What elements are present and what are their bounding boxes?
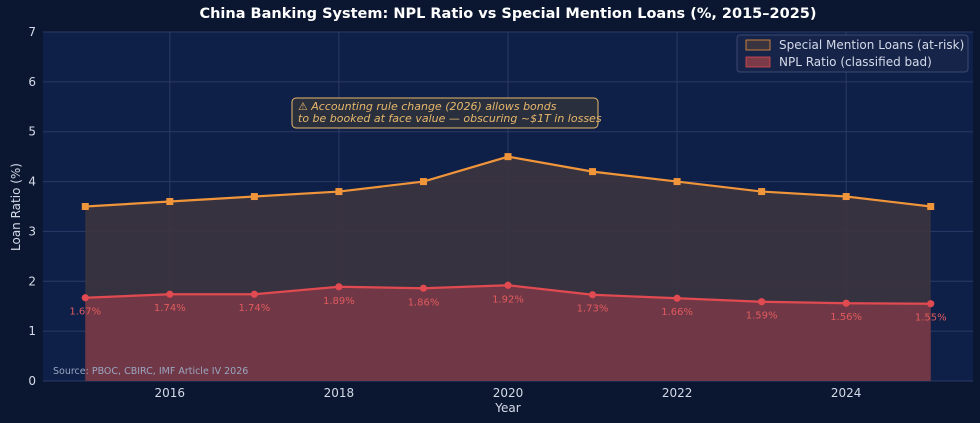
marker-series-0-2019	[419, 178, 427, 186]
y-tick-label-3: 3	[28, 224, 36, 238]
marker-series-1-2021	[588, 291, 597, 299]
data-label-2019: 1.86%	[408, 297, 440, 308]
y-tick-label-4: 4	[28, 175, 36, 189]
marker-series-0-2021	[589, 168, 597, 176]
legend-swatch-special-mention	[745, 39, 771, 51]
marker-series-1-2016	[166, 290, 174, 298]
marker-series-0-2020	[504, 153, 512, 161]
data-label-2016: 1.74%	[154, 303, 186, 314]
y-tick-label-6: 6	[28, 75, 36, 89]
marker-series-1-2017	[250, 290, 258, 298]
data-label-2021: 1.73%	[577, 304, 609, 315]
tick-layer: 0 1 2 3 4 5 6 7 2016 2018 2020 2022 2024	[28, 25, 861, 400]
marker-series-1-2023	[758, 298, 766, 306]
x-tick-label-2024: 2024	[831, 386, 862, 400]
legend-label-npl: NPL Ratio (classified bad)	[779, 55, 932, 69]
y-tick-label-0: 0	[28, 374, 36, 388]
data-label-2024: 1.56%	[830, 312, 862, 323]
x-axis-label: Year	[494, 401, 520, 415]
source-note: Source: PBOC, CBIRC, IMF Article IV 2026	[53, 366, 248, 377]
marker-series-1-2022	[673, 294, 681, 302]
x-tick-label-2016: 2016	[155, 386, 186, 400]
marker-series-0-2018	[335, 188, 343, 196]
y-tick-label-5: 5	[28, 125, 36, 139]
y-tick-label-7: 7	[28, 25, 36, 39]
y-axis-label: Loan Ratio (%)	[9, 163, 23, 251]
annotation-box: ⚠ Accounting rule change (2026) allows b…	[291, 97, 602, 129]
legend-swatch-npl	[745, 56, 771, 68]
legend: Special Mention Loans (at-risk) NPL Rati…	[736, 34, 969, 73]
marker-series-0-2024	[842, 193, 850, 201]
annotation-line-2: to be booked at face value — obscuring ~…	[298, 112, 602, 125]
y-tick-label-2: 2	[28, 274, 36, 288]
chart-title: China Banking System: NPL Ratio vs Speci…	[199, 6, 816, 22]
data-label-2015: 1.67%	[69, 307, 101, 318]
area-series-1	[85, 285, 931, 381]
data-label-2018: 1.89%	[323, 296, 355, 307]
marker-series-1-2024	[842, 299, 850, 307]
marker-series-1-2015	[81, 294, 89, 302]
annotation-frame	[291, 97, 599, 129]
x-tick-label-2020: 2020	[493, 386, 524, 400]
marker-layer	[81, 153, 935, 308]
marker-series-0-2015	[81, 203, 89, 210]
marker-series-0-2025	[927, 203, 935, 210]
y-tick-label-1: 1	[28, 324, 36, 338]
x-tick-label-2022: 2022	[662, 386, 693, 400]
data-label-2020: 1.92%	[492, 294, 524, 305]
label-layer: 1.67% 1.74% 1.74% 1.89% 1.86% 1.92% 1.73% 1.66%…	[69, 294, 946, 323]
data-label-2022: 1.66%	[661, 307, 693, 318]
annotation-line-1: ⚠ Accounting rule change (2026) allows b…	[298, 100, 557, 113]
legend-frame	[736, 34, 969, 73]
marker-series-0-2022	[673, 178, 681, 186]
marker-series-1-2018	[335, 283, 343, 291]
data-label-2023: 1.59%	[746, 311, 778, 322]
marker-series-1-2020	[504, 281, 512, 289]
marker-series-1-2025	[927, 300, 935, 308]
data-label-2017: 1.74%	[238, 303, 270, 314]
x-tick-label-2018: 2018	[324, 386, 355, 400]
marker-series-1-2019	[419, 284, 428, 292]
marker-series-0-2016	[166, 198, 174, 206]
legend-label-special-mention: Special Mention Loans (at-risk)	[779, 38, 964, 52]
data-label-2025: 1.55%	[915, 313, 947, 324]
area-layer	[85, 156, 931, 381]
marker-series-0-2023	[758, 188, 766, 196]
marker-series-0-2017	[250, 193, 258, 201]
